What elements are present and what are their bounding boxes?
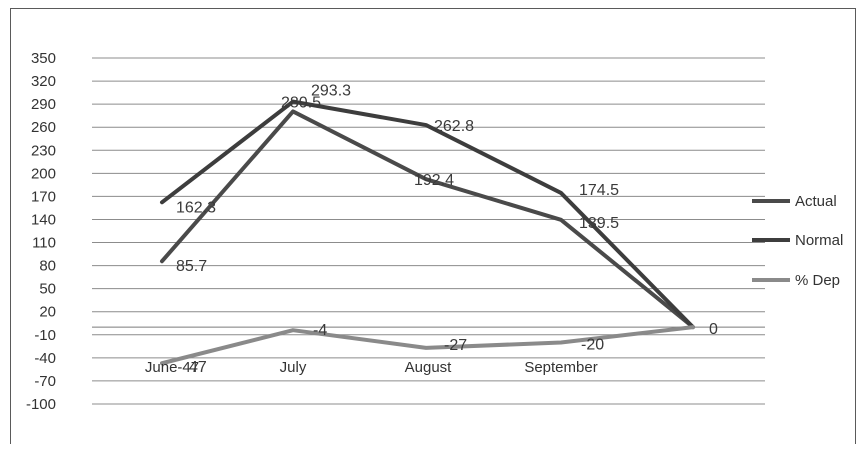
series-point <box>691 325 695 329</box>
series-point <box>291 109 295 113</box>
data-labels: 85.7 280.5 192.4 139.5 0 162.3 293.3 262.8 174.5… <box>176 83 718 377</box>
series-point <box>291 100 295 104</box>
data-label: 85.7 <box>176 258 207 275</box>
gridlines <box>92 57 765 405</box>
data-label: 139.5 <box>579 215 619 232</box>
x-axis-categories: June-47 July August September <box>145 359 598 376</box>
series-point <box>160 259 164 263</box>
y-tick-label: 170 <box>31 188 56 205</box>
data-label: 0 <box>709 321 718 338</box>
series-point <box>160 200 164 204</box>
legend-label: Normal <box>795 232 843 249</box>
series-point <box>291 328 295 332</box>
y-tick-label: 260 <box>31 119 56 136</box>
y-tick-label: -100 <box>26 396 56 413</box>
series-point <box>559 340 563 344</box>
y-tick-label: 200 <box>31 165 56 182</box>
series-point <box>424 123 428 127</box>
series-point <box>160 361 164 365</box>
series-point <box>559 218 563 222</box>
y-tick-label: -10 <box>34 327 56 344</box>
y-tick-label: 290 <box>31 96 56 113</box>
chart-frame <box>10 8 856 444</box>
y-tick-label: 20 <box>39 304 56 321</box>
y-axis-ticks: 350 320 290 260 230 200 170 140 110 80 50 20 -10 -40 -… <box>26 50 56 413</box>
y-tick-label: 140 <box>31 211 56 228</box>
x-category-label: September <box>524 359 597 376</box>
y-tick-label: 320 <box>31 73 56 90</box>
legend-label: Actual <box>795 193 837 210</box>
data-label: -27 <box>444 337 467 354</box>
y-tick-label: 110 <box>32 235 56 252</box>
y-tick-label: 80 <box>39 258 56 275</box>
y-tick-label: 350 <box>31 50 56 67</box>
legend-label: % Dep <box>795 272 840 289</box>
data-label: 293.3 <box>311 83 351 100</box>
x-category-label: June-47 <box>145 359 199 376</box>
y-tick-label: -70 <box>34 373 56 390</box>
series-point <box>424 346 428 350</box>
data-label: 162.3 <box>176 199 216 216</box>
data-label: 47 <box>189 359 207 376</box>
data-label: -20 <box>581 336 604 353</box>
series-point <box>424 177 428 181</box>
x-category-label: August <box>405 359 453 376</box>
data-label: 174.5 <box>579 182 619 199</box>
x-category-label: July <box>280 359 307 376</box>
data-label: -4 <box>313 322 327 339</box>
data-label: 192.4 <box>414 172 454 189</box>
y-tick-label: 50 <box>39 281 56 298</box>
data-label: 280.5 <box>281 94 321 111</box>
y-tick-label: 230 <box>31 142 56 159</box>
legend: Actual Normal % Dep <box>752 193 843 289</box>
series-point <box>559 191 563 195</box>
series-lines <box>160 99 695 366</box>
data-label: 262.8 <box>434 118 474 135</box>
y-tick-label: -40 <box>34 350 56 367</box>
